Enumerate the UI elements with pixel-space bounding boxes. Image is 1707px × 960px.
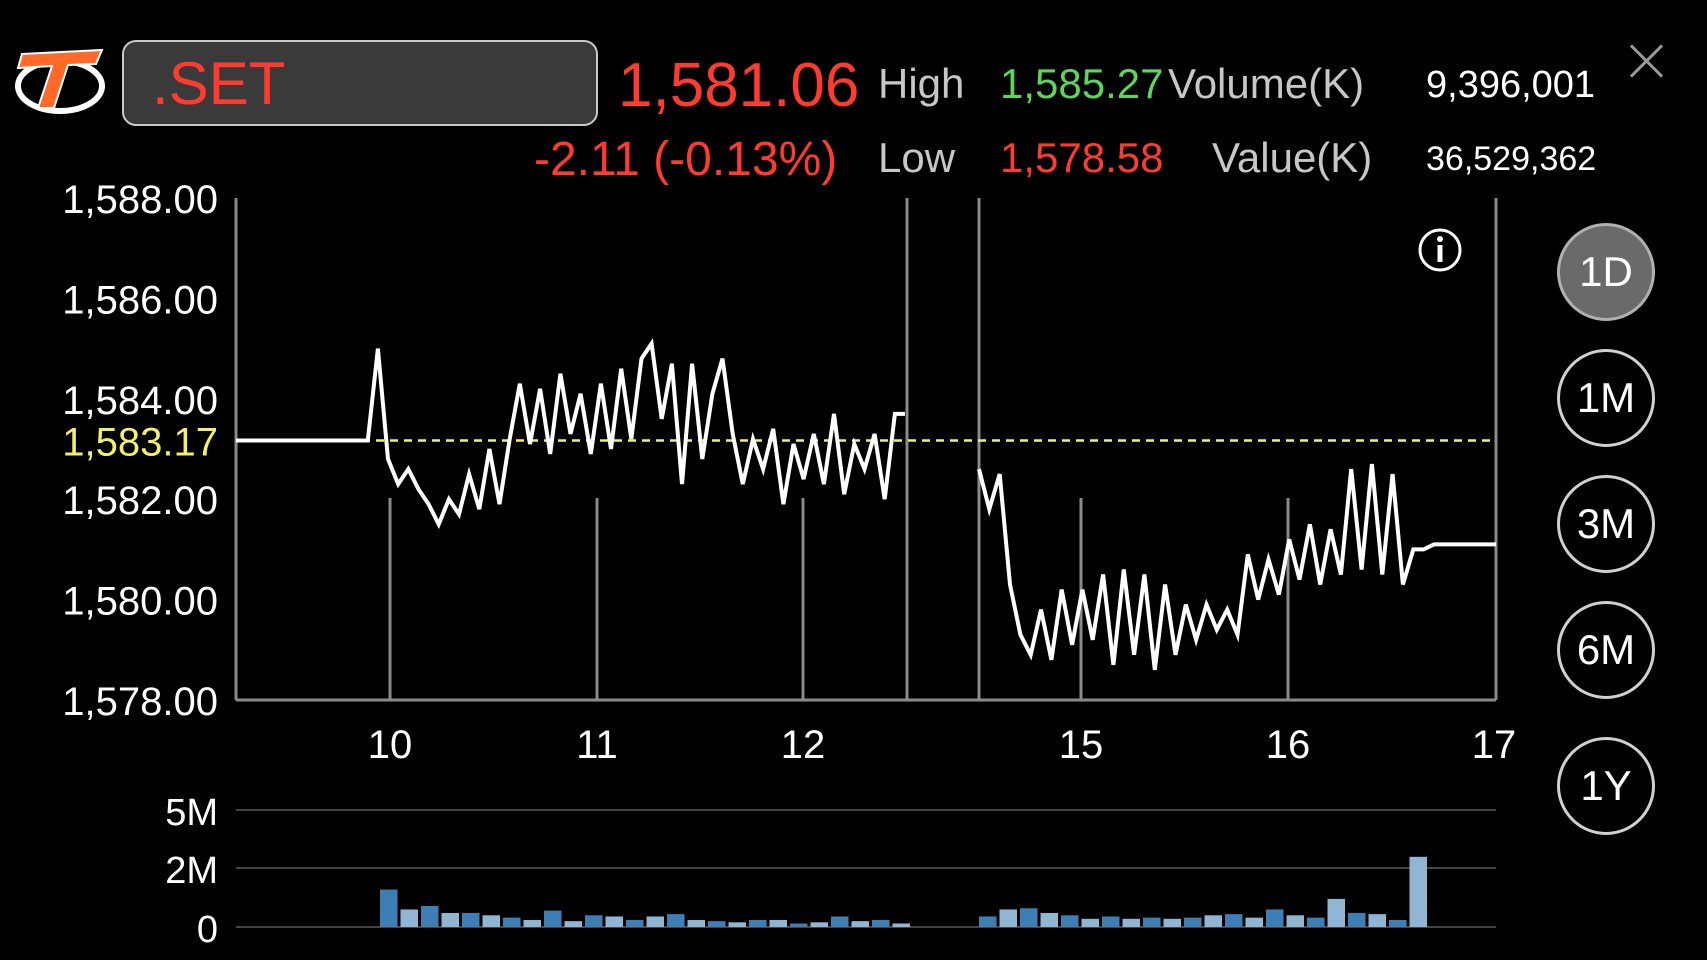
volume-bar bbox=[1307, 917, 1325, 927]
volume-bar bbox=[1020, 908, 1038, 927]
volume-bar bbox=[482, 915, 500, 927]
volume-tick-label: 2M bbox=[165, 850, 218, 892]
volume-tick-label: 0 bbox=[197, 909, 218, 951]
y-tick-label: 1,582.00 bbox=[62, 479, 218, 523]
x-tick-label: 17 bbox=[1472, 723, 1517, 767]
y-tick-label: 1,586.00 bbox=[62, 278, 218, 322]
volume-bar bbox=[1348, 912, 1366, 927]
volume-label: Volume(K) bbox=[1168, 60, 1365, 107]
volume-bar bbox=[687, 919, 705, 927]
volume-bar bbox=[979, 916, 997, 927]
price-line-afternoon bbox=[977, 463, 1496, 671]
volume-bar bbox=[831, 916, 849, 927]
volume-bar bbox=[1122, 918, 1140, 927]
period-button-1d[interactable]: 1D bbox=[1557, 223, 1655, 321]
volume-bar bbox=[1102, 916, 1120, 927]
x-tick-label: 16 bbox=[1266, 723, 1311, 767]
volume-bar bbox=[1204, 915, 1222, 927]
volume-bar bbox=[380, 889, 398, 927]
price-line-morning bbox=[236, 338, 905, 530]
volume-bar bbox=[790, 923, 808, 927]
volume-bar bbox=[749, 919, 767, 927]
volume-bar bbox=[810, 922, 828, 927]
value-label: Value(K) bbox=[1212, 134, 1373, 181]
reference-label: 1,583.17 bbox=[62, 420, 218, 464]
logo-letter-shape bbox=[16, 48, 104, 109]
volume-bar bbox=[421, 905, 439, 927]
volume-bar bbox=[503, 917, 521, 927]
period-button-3m[interactable]: 3M bbox=[1557, 475, 1655, 573]
period-button-1m[interactable]: 1M bbox=[1557, 349, 1655, 447]
last-price: 1,581.06 bbox=[618, 51, 860, 120]
volume-bar bbox=[564, 921, 582, 927]
symbol-text: .SET bbox=[152, 50, 286, 117]
x-tick-label: 11 bbox=[576, 723, 618, 767]
volume-bar bbox=[851, 921, 869, 927]
x-tick-label: 10 bbox=[368, 723, 413, 767]
volume-value: 9,396,001 bbox=[1426, 64, 1596, 106]
volume-bar bbox=[1266, 909, 1284, 927]
volume-bar bbox=[1081, 918, 1099, 927]
volume-bar bbox=[1184, 917, 1202, 927]
x-tick-label: 15 bbox=[1059, 723, 1104, 767]
volume-bar bbox=[769, 919, 787, 927]
volume-bar bbox=[1225, 914, 1243, 927]
close-icon[interactable] bbox=[1628, 42, 1666, 80]
volume-bar bbox=[605, 916, 623, 927]
volume-bar bbox=[523, 919, 541, 927]
volume-bar bbox=[728, 922, 746, 927]
volume-bar bbox=[667, 914, 685, 927]
price-change: -2.11 (-0.13%) bbox=[534, 133, 838, 186]
y-tick-label: 1,588.00 bbox=[62, 178, 218, 222]
period-button-1y[interactable]: 1Y bbox=[1557, 737, 1655, 835]
period-button-6m[interactable]: 6M bbox=[1557, 601, 1655, 699]
price-chart: 1,588.00 1,586.00 1,584.00 1,582.00 1,580.00… bbox=[62, 178, 1517, 951]
volume-bar bbox=[1040, 912, 1058, 927]
volume-bar bbox=[462, 912, 480, 927]
volume-bar bbox=[1143, 917, 1161, 927]
volume-bar bbox=[1389, 919, 1407, 927]
volume-bar bbox=[1327, 898, 1345, 927]
y-tick-label: 1,578.00 bbox=[62, 680, 218, 724]
high-value: 1,585.27 bbox=[1000, 60, 1164, 107]
volume-bar bbox=[1409, 856, 1427, 927]
volume-bar bbox=[400, 909, 418, 927]
volume-bar bbox=[646, 916, 664, 927]
volume-bar bbox=[708, 921, 726, 927]
logo bbox=[14, 48, 106, 116]
volume-bar bbox=[999, 909, 1017, 927]
volume-bar bbox=[1286, 915, 1304, 927]
volume-tick-label: 5M bbox=[165, 792, 218, 834]
volume-bar bbox=[585, 915, 603, 927]
volume-bar bbox=[872, 919, 890, 927]
volume-bar bbox=[892, 923, 910, 927]
info-icon[interactable] bbox=[1418, 228, 1462, 272]
value-value: 36,529,362 bbox=[1426, 140, 1597, 178]
symbol-search-input[interactable]: .SET bbox=[122, 40, 598, 126]
x-tick-label: 12 bbox=[781, 723, 826, 767]
volume-bar bbox=[1245, 917, 1263, 927]
y-tick-label: 1,580.00 bbox=[62, 580, 218, 624]
volume-bar bbox=[544, 910, 562, 927]
low-value: 1,578.58 bbox=[1000, 134, 1164, 181]
volume-bar bbox=[1368, 914, 1386, 927]
low-label: Low bbox=[878, 134, 956, 181]
volume-bar bbox=[1163, 918, 1181, 927]
volume-bar bbox=[441, 912, 459, 927]
high-label: High bbox=[878, 60, 965, 107]
volume-bar bbox=[1061, 915, 1079, 927]
volume-bar bbox=[626, 919, 644, 927]
y-tick-label: 1,584.00 bbox=[62, 379, 218, 423]
